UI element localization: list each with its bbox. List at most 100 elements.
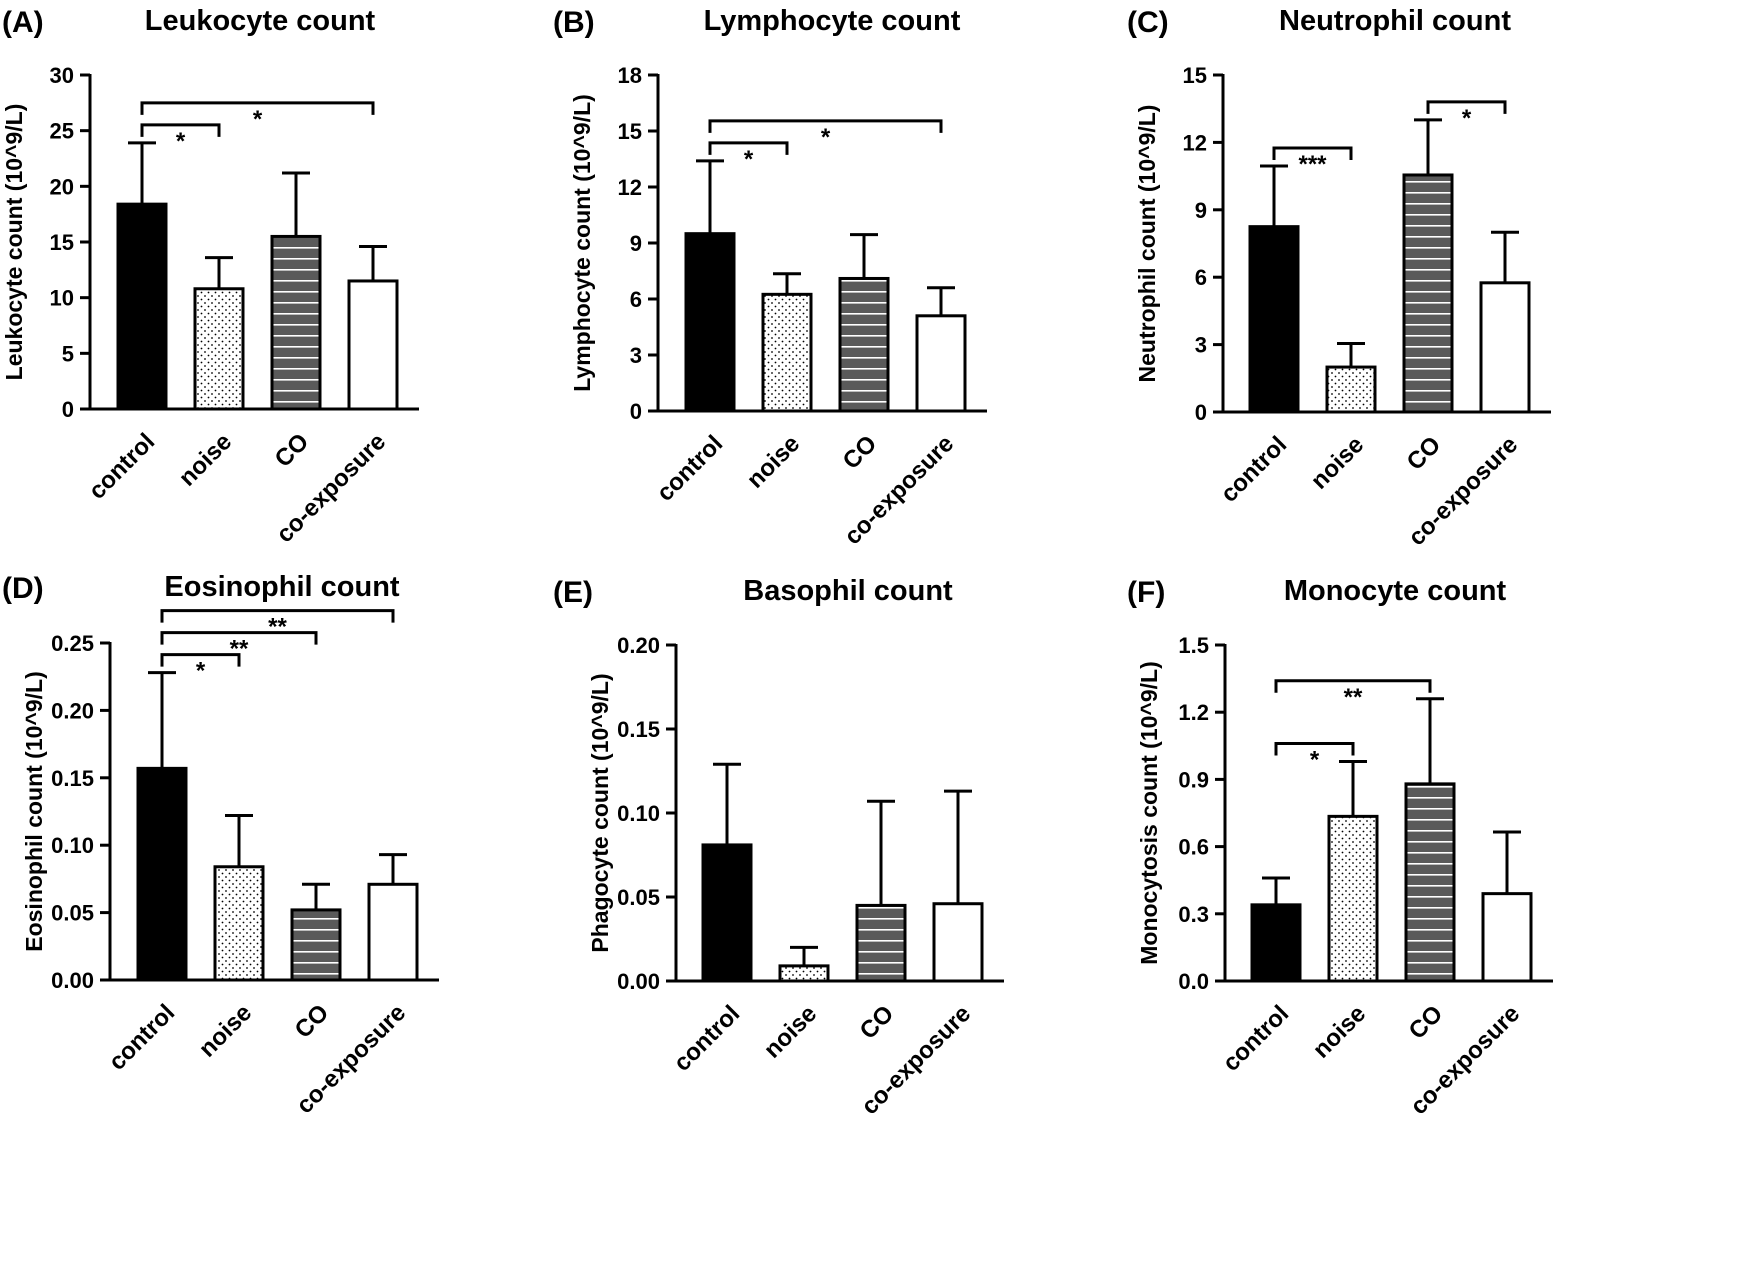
chart-title: Monocyte count [1284, 575, 1507, 607]
bar-co [270, 234, 322, 411]
x-tick-label: control [1216, 431, 1293, 508]
significance-bracket [1426, 100, 1507, 114]
bar-noise [213, 865, 265, 982]
y-tick-label: 1.2 [1178, 700, 1209, 725]
y-tick-label: 0.25 [51, 631, 94, 656]
significance-label: * [821, 124, 831, 151]
significance-label: * [253, 106, 263, 133]
y-axis-label: Leukocyte count (10^9/L) [1, 104, 27, 381]
significance-bracket [140, 101, 375, 115]
significance-label: ** [230, 636, 249, 663]
significance-label: ** [1344, 684, 1363, 711]
bar-co [855, 903, 907, 983]
chart-title: Leukocyte count [145, 5, 376, 37]
chart-title: Lymphocyte count [704, 5, 961, 37]
chart-title: Basophil count [743, 575, 953, 607]
significance-label: * [744, 146, 754, 173]
bar-co-exposure [1479, 281, 1531, 414]
y-tick-label: 3 [1195, 333, 1207, 358]
significance-bracket [160, 631, 318, 645]
y-tick-label: 25 [50, 119, 74, 144]
y-tick-label: 1.5 [1178, 633, 1209, 658]
x-tick-label: noise [174, 428, 237, 491]
y-tick-label: 0.00 [51, 968, 94, 993]
x-tick-label: control [1218, 1000, 1295, 1077]
bar-co-exposure [1481, 892, 1533, 983]
bar-co-exposure [932, 902, 984, 983]
y-tick-label: 15 [1183, 63, 1207, 88]
significance-label: *** [1298, 151, 1327, 178]
significance-label: * [1462, 105, 1472, 132]
x-tick-label: noise [742, 430, 805, 493]
x-tick-label: noise [1308, 1000, 1371, 1063]
x-tick-label: control [652, 430, 729, 507]
y-tick-label: 18 [618, 63, 642, 88]
panel-label: (E) [553, 576, 593, 609]
significance-bracket [1274, 741, 1355, 756]
x-tick-label: CO [1402, 431, 1447, 476]
chart-title: Neutrophil count [1279, 5, 1511, 37]
x-tick-label: noise [194, 999, 257, 1062]
chart-panel-d: (D) Eosinophil count Eosinophil count (10^… [2, 571, 439, 1119]
significance-bracket [140, 123, 221, 137]
y-tick-label: 9 [630, 231, 642, 256]
x-tick-label: CO [1404, 1000, 1449, 1045]
y-tick-label: 30 [50, 63, 74, 88]
significance-label: * [196, 658, 206, 685]
y-tick-label: 0.15 [51, 766, 94, 791]
panel-label: (F) [1127, 576, 1165, 609]
bar-control [701, 843, 753, 983]
x-tick-label: noise [759, 1000, 822, 1063]
x-tick-label: noise [1306, 431, 1369, 494]
bar-control [116, 202, 168, 411]
y-tick-label: 15 [50, 230, 74, 255]
x-tick-label: CO [290, 999, 335, 1044]
significance-bracket [708, 141, 789, 155]
y-tick-label: 6 [630, 287, 642, 312]
panel-label: (A) [2, 6, 44, 39]
y-tick-label: 12 [1183, 130, 1207, 155]
bar-co-exposure [915, 314, 967, 413]
bar-co-exposure [367, 882, 419, 982]
y-tick-label: 15 [618, 119, 642, 144]
y-axis-label: Lymphocyte count (10^9/L) [569, 94, 595, 392]
bar-noise [1327, 814, 1379, 983]
significance-label: ** [268, 614, 287, 641]
y-tick-label: 0.05 [51, 901, 94, 926]
significance-bracket [160, 609, 395, 623]
y-tick-label: 9 [1195, 198, 1207, 223]
bar-control [1248, 225, 1300, 414]
x-tick-label: CO [838, 430, 883, 475]
bar-control [1250, 903, 1302, 983]
y-tick-label: 12 [618, 175, 642, 200]
bar-control [136, 766, 188, 982]
y-tick-label: 20 [50, 174, 74, 199]
y-tick-label: 0.10 [617, 801, 660, 826]
x-tick-label: control [84, 428, 161, 505]
bar-co-exposure [347, 279, 399, 411]
bar-co [1404, 782, 1456, 983]
bar-noise [1325, 365, 1377, 414]
y-tick-label: 10 [50, 286, 74, 311]
y-tick-label: 0 [1195, 400, 1207, 425]
bar-control [684, 232, 736, 413]
chart-panel-c: (C) Neutrophil count Neutrophil count (10^… [1127, 5, 1551, 551]
y-tick-label: 3 [630, 343, 642, 368]
y-tick-label: 0.15 [617, 717, 660, 742]
significance-bracket [1272, 146, 1353, 160]
significance-label: * [176, 128, 186, 155]
chart-panel-b: (B) Lymphocyte count Lymphocyte count (10^… [553, 5, 987, 550]
significance-bracket [160, 653, 241, 667]
chart-panel-a: (A) Leukocyte count Leukocyte count (10^9/… [1, 5, 419, 548]
x-tick-label: control [669, 1000, 746, 1077]
y-tick-label: 0.20 [617, 633, 660, 658]
y-axis-label: Neutrophil count (10^9/L) [1134, 105, 1160, 383]
chart-panel-f: (F) Monocyte count Monocytosis count (10^9… [1127, 575, 1553, 1120]
y-tick-label: 0.9 [1178, 767, 1209, 792]
panel-label: (D) [2, 572, 44, 605]
bar-noise [761, 292, 813, 413]
bar-co [1402, 173, 1454, 414]
y-tick-label: 5 [62, 341, 74, 366]
panel-label: (B) [553, 6, 595, 39]
